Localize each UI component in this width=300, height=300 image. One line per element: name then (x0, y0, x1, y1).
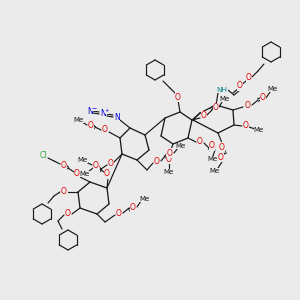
Text: O: O (246, 74, 252, 82)
Text: O: O (166, 154, 172, 164)
Text: O: O (61, 188, 67, 196)
Text: O: O (167, 148, 173, 158)
Text: Cl: Cl (39, 152, 47, 160)
Text: O: O (102, 125, 108, 134)
Text: O: O (218, 152, 224, 161)
Text: O: O (213, 103, 219, 112)
Text: O: O (243, 122, 249, 130)
Text: Me: Me (78, 157, 88, 163)
Text: Me: Me (254, 127, 264, 133)
Text: O: O (116, 208, 122, 217)
Text: O: O (108, 160, 114, 169)
Text: O: O (175, 92, 181, 101)
Text: O: O (93, 160, 99, 169)
Text: O: O (104, 169, 110, 178)
Text: O: O (219, 142, 225, 152)
Text: Me: Me (268, 86, 278, 92)
Text: O: O (94, 163, 100, 172)
Text: O: O (245, 100, 251, 109)
Text: O: O (61, 161, 67, 170)
Text: O: O (209, 142, 215, 151)
Text: N: N (114, 112, 120, 122)
Text: Me: Me (210, 168, 220, 174)
Text: O: O (260, 94, 266, 103)
Text: Me: Me (164, 169, 174, 175)
Text: Me: Me (74, 117, 84, 123)
Text: −: − (92, 106, 97, 110)
Text: Me: Me (220, 96, 230, 102)
Text: Me: Me (207, 156, 217, 162)
Text: NH: NH (217, 87, 227, 93)
Text: Me: Me (139, 196, 149, 202)
Text: Me: Me (176, 143, 186, 149)
Text: O: O (201, 112, 207, 121)
Text: O: O (88, 121, 94, 130)
Text: Me: Me (80, 171, 90, 177)
Text: N: N (87, 106, 93, 116)
Text: N: N (100, 110, 106, 118)
Text: O: O (237, 82, 243, 91)
Text: O: O (154, 157, 160, 166)
Text: +: + (105, 109, 109, 113)
Text: O: O (130, 202, 136, 211)
Text: O: O (65, 209, 71, 218)
Text: O: O (74, 169, 80, 178)
Text: O: O (197, 137, 203, 146)
